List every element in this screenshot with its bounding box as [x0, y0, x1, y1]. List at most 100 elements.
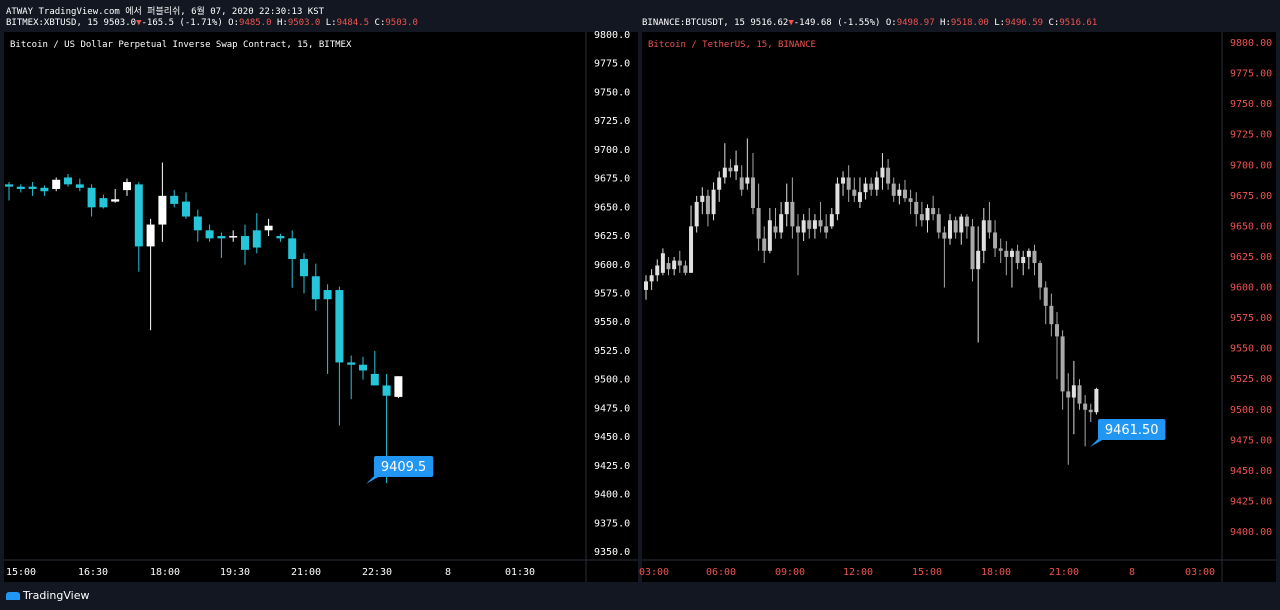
candle-body	[99, 198, 108, 208]
candlestick-chart-binance[interactable]: 9800.00 9775.00 9750.00 9725.00 9700.00 9675.…	[639, 32, 1276, 582]
down-arrow-icon: ▼	[788, 18, 794, 28]
price-callout-pointer	[1090, 439, 1104, 447]
y-tick-label: 9400.0	[594, 490, 630, 501]
chart-pane-bitmex[interactable]: Bitcoin / US Dollar Perpetual Inverse Sw…	[4, 30, 638, 582]
candle-body	[874, 177, 879, 190]
x-tick-label: 03:00	[1185, 567, 1215, 578]
candle-body	[700, 195, 705, 202]
candle-body	[784, 201, 789, 215]
candle-body	[193, 216, 202, 231]
candle-body	[205, 230, 214, 239]
x-tick-label: 03:00	[639, 567, 669, 578]
legend-left: BITMEX:XBTUSD, 15 9503.0▼-165.5 (-1.71%)…	[6, 18, 418, 28]
price-callout-label: 9461.50	[1105, 423, 1159, 438]
brand[interactable]: TradingView	[6, 589, 89, 602]
candle-body	[217, 236, 226, 239]
candle-body	[970, 226, 975, 270]
legend-symbol: BITMEX:XBTUSD, 15	[6, 18, 99, 28]
y-tick-label: 9550.0	[594, 317, 630, 328]
candle-body	[902, 189, 907, 199]
x-tick-label: 09:00	[775, 567, 805, 578]
candle-body	[28, 186, 37, 189]
candle-body	[953, 220, 958, 233]
legend-open: 9485.0	[239, 18, 272, 28]
y-tick-label: 9750.00	[1230, 99, 1272, 110]
x-tick-label: 8	[1129, 567, 1135, 578]
candle-body	[734, 165, 739, 172]
candle-body	[998, 248, 1003, 251]
candle-body	[857, 192, 862, 202]
candle-body	[722, 167, 727, 178]
candle-body	[64, 177, 72, 185]
candle-body	[987, 220, 992, 233]
candle-body	[276, 236, 285, 239]
candle-body	[756, 208, 761, 239]
candle-body	[767, 220, 772, 251]
candle-body	[1038, 263, 1043, 288]
candle-body	[959, 216, 964, 233]
candle-body	[863, 183, 868, 193]
y-tick-label: 9625.00	[1230, 252, 1272, 263]
footer-bar: TradingView	[0, 586, 1280, 610]
candle-body	[812, 220, 817, 229]
candle-body	[1083, 403, 1088, 410]
candlestick-chart-bitmex[interactable]: 9800.0 9775.0 9750.0 9725.0 9700.0 9675.0 9650…	[4, 30, 638, 582]
legend-close: 9503.0	[385, 18, 418, 28]
y-tick-label: 9650.00	[1230, 221, 1272, 232]
candle-body	[288, 238, 297, 260]
y-tick-label: 9425.00	[1230, 496, 1272, 507]
y-tick-label: 9800.0	[594, 30, 630, 41]
x-tick-label: 12:00	[843, 567, 873, 578]
y-tick-label: 9700.0	[594, 145, 630, 156]
y-tick-label: 9600.00	[1230, 283, 1272, 294]
y-tick-label: 9375.0	[594, 518, 630, 529]
candle-body	[1026, 250, 1031, 257]
x-tick-label: 22:30	[362, 567, 392, 578]
candle-body	[40, 187, 49, 192]
candle-body	[886, 167, 891, 184]
legend-change: -149.68 (-1.55%)	[793, 18, 881, 28]
candle-body	[925, 208, 930, 221]
candle-body	[779, 214, 784, 233]
candle-body	[1066, 391, 1071, 398]
candle-body	[936, 214, 941, 233]
candle-body	[919, 214, 924, 221]
price-callout-box	[374, 456, 434, 477]
candle-body	[728, 167, 733, 172]
x-tick-label: 18:00	[150, 567, 180, 578]
chart-pane-binance[interactable]: Bitcoin / TetherUS, 15, BINANCE 9800.00 9…	[639, 32, 1276, 582]
candle-body	[123, 182, 131, 191]
legend-right: BINANCE:BTCUSDT, 15 9516.62▼-149.68 (-1.…	[642, 18, 1098, 28]
candle-body	[948, 220, 953, 239]
x-tick-label: 21:00	[1049, 567, 1079, 578]
legend-low: 9484.5	[336, 18, 370, 28]
candle-body	[846, 177, 851, 190]
candle-body	[52, 179, 61, 189]
candle-body	[908, 198, 913, 202]
candle-body	[370, 373, 379, 386]
y-tick-label: 9475.00	[1230, 435, 1272, 446]
y-tick-label: 9600.0	[594, 260, 630, 271]
candle-body	[252, 230, 261, 248]
candle-body	[1060, 336, 1065, 392]
candle-body	[835, 183, 840, 215]
candle-body	[300, 259, 308, 277]
candle-body	[111, 199, 120, 202]
y-tick-label: 9650.0	[594, 202, 630, 213]
candle-body	[347, 362, 356, 365]
candle-body	[869, 183, 874, 190]
candle-body	[773, 226, 778, 233]
candle-body	[1043, 287, 1048, 306]
candle-body	[666, 263, 671, 270]
candle-body	[824, 226, 829, 233]
candle-body	[818, 220, 823, 227]
legend-open: 9498.97	[896, 18, 935, 28]
candle-body	[1054, 324, 1059, 337]
candle-body	[993, 232, 998, 249]
y-tick-label: 9525.00	[1230, 374, 1272, 385]
y-tick-label: 9450.0	[594, 432, 630, 443]
candle-body	[335, 290, 344, 363]
x-tick-label: 8	[445, 567, 451, 578]
x-tick-label: 01:30	[505, 567, 535, 578]
candle-body	[394, 376, 403, 397]
